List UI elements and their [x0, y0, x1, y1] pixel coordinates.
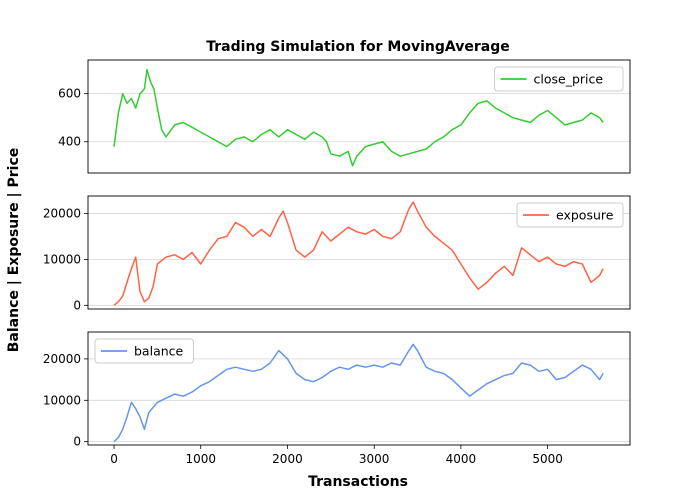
y-tick-label-exposure-1: 10000	[43, 252, 81, 266]
y-tick-label-balance-2: 20000	[43, 352, 81, 366]
x-tick-label-3: 3000	[359, 452, 390, 466]
x-tick-label-5: 5000	[532, 452, 563, 466]
axes-frame-exposure	[87, 195, 631, 310]
y-tick-label-balance-0: 0	[73, 435, 81, 449]
legend-balance: balance	[94, 338, 194, 364]
y-tick-label-close_price-0: 400	[58, 135, 81, 149]
legend-label-balance: balance	[134, 344, 184, 359]
legend-label-exposure: exposure	[556, 208, 614, 223]
axes-frame-close_price	[87, 59, 631, 174]
axes-frame-balance	[87, 331, 631, 446]
legend-close_price: close_price	[494, 66, 624, 92]
y-tick-label-close_price-1: 600	[58, 87, 81, 101]
legend-box-balance	[94, 338, 194, 364]
series-line-exposure	[113, 201, 604, 306]
legend-exposure: exposure	[516, 202, 624, 228]
legend-box-close_price	[494, 66, 624, 92]
legend-box-exposure	[516, 202, 624, 228]
y-tick-label-exposure-0: 0	[73, 298, 81, 312]
series-line-close_price	[113, 68, 604, 167]
x-axis-label: Transactions	[308, 474, 408, 490]
x-tick-label-4: 4000	[446, 452, 477, 466]
panel-balance: 0 10000 20000 balance	[43, 331, 631, 449]
x-tick-label-0: 0	[110, 452, 118, 466]
legend-label-close_price: close_price	[534, 72, 604, 87]
panel-close_price: 400 600 close_price	[58, 59, 631, 174]
series-line-balance	[113, 343, 604, 443]
y-tick-label-exposure-2: 20000	[43, 206, 81, 220]
x-tick-label-2: 2000	[272, 452, 303, 466]
panel-exposure: 0 10000 20000 exposure	[43, 195, 631, 312]
y-axis-label: Balance | Exposure | Price	[6, 148, 22, 353]
chart-title: Trading Simulation for MovingAverage	[206, 39, 509, 55]
x-tick-label-1: 1000	[185, 452, 216, 466]
y-tick-label-balance-1: 10000	[43, 393, 81, 407]
